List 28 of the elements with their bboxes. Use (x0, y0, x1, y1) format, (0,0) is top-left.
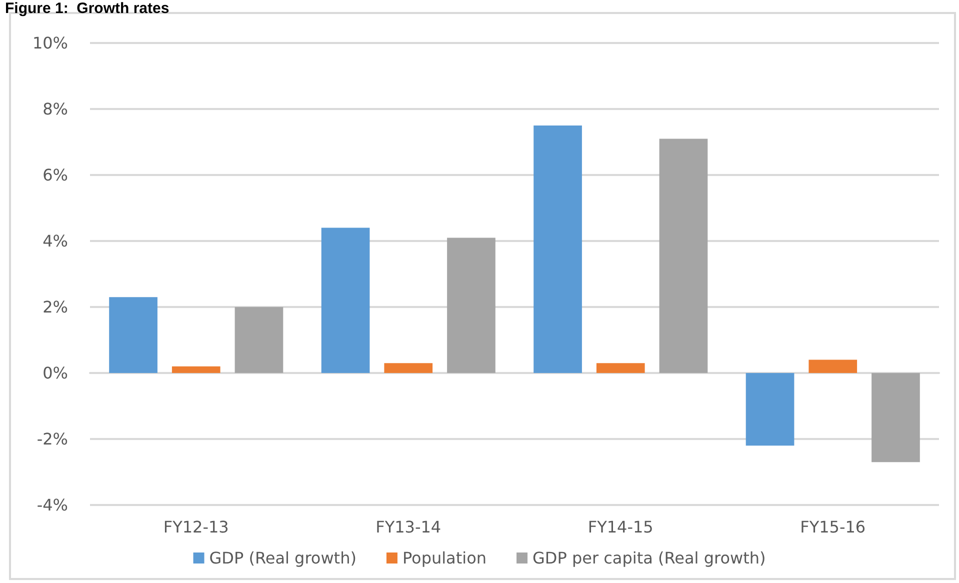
bar (109, 297, 158, 373)
bar (172, 366, 220, 373)
legend-label: GDP per capita (Real growth) (532, 548, 766, 568)
bar (321, 228, 370, 373)
bar (447, 238, 496, 373)
x-tick-label: FY15-16 (800, 518, 866, 536)
y-tick-label: 2% (42, 298, 68, 316)
y-tick-label: -2% (36, 430, 68, 448)
bar (659, 138, 708, 373)
bar (872, 373, 920, 462)
x-tick-label: FY12-13 (163, 518, 229, 536)
x-tick-label: FY14-15 (588, 518, 654, 536)
y-tick-label: 4% (42, 232, 68, 250)
bar (234, 307, 284, 373)
bar (808, 360, 858, 373)
y-tick-label: 0% (42, 364, 68, 382)
bar (746, 373, 794, 446)
legend-label: GDP (Real growth) (209, 548, 356, 568)
y-tick-label: 6% (42, 166, 68, 184)
y-tick-label: 8% (42, 100, 68, 118)
bar (534, 126, 582, 373)
legend-label: Population (402, 548, 487, 568)
y-tick-label: -4% (36, 496, 68, 514)
x-tick-label: FY13-14 (376, 518, 442, 536)
y-tick-label: 10% (32, 34, 68, 52)
bar (384, 363, 433, 373)
chart-title: Figure 1: Growth rates (5, 0, 170, 17)
bar (596, 363, 645, 373)
